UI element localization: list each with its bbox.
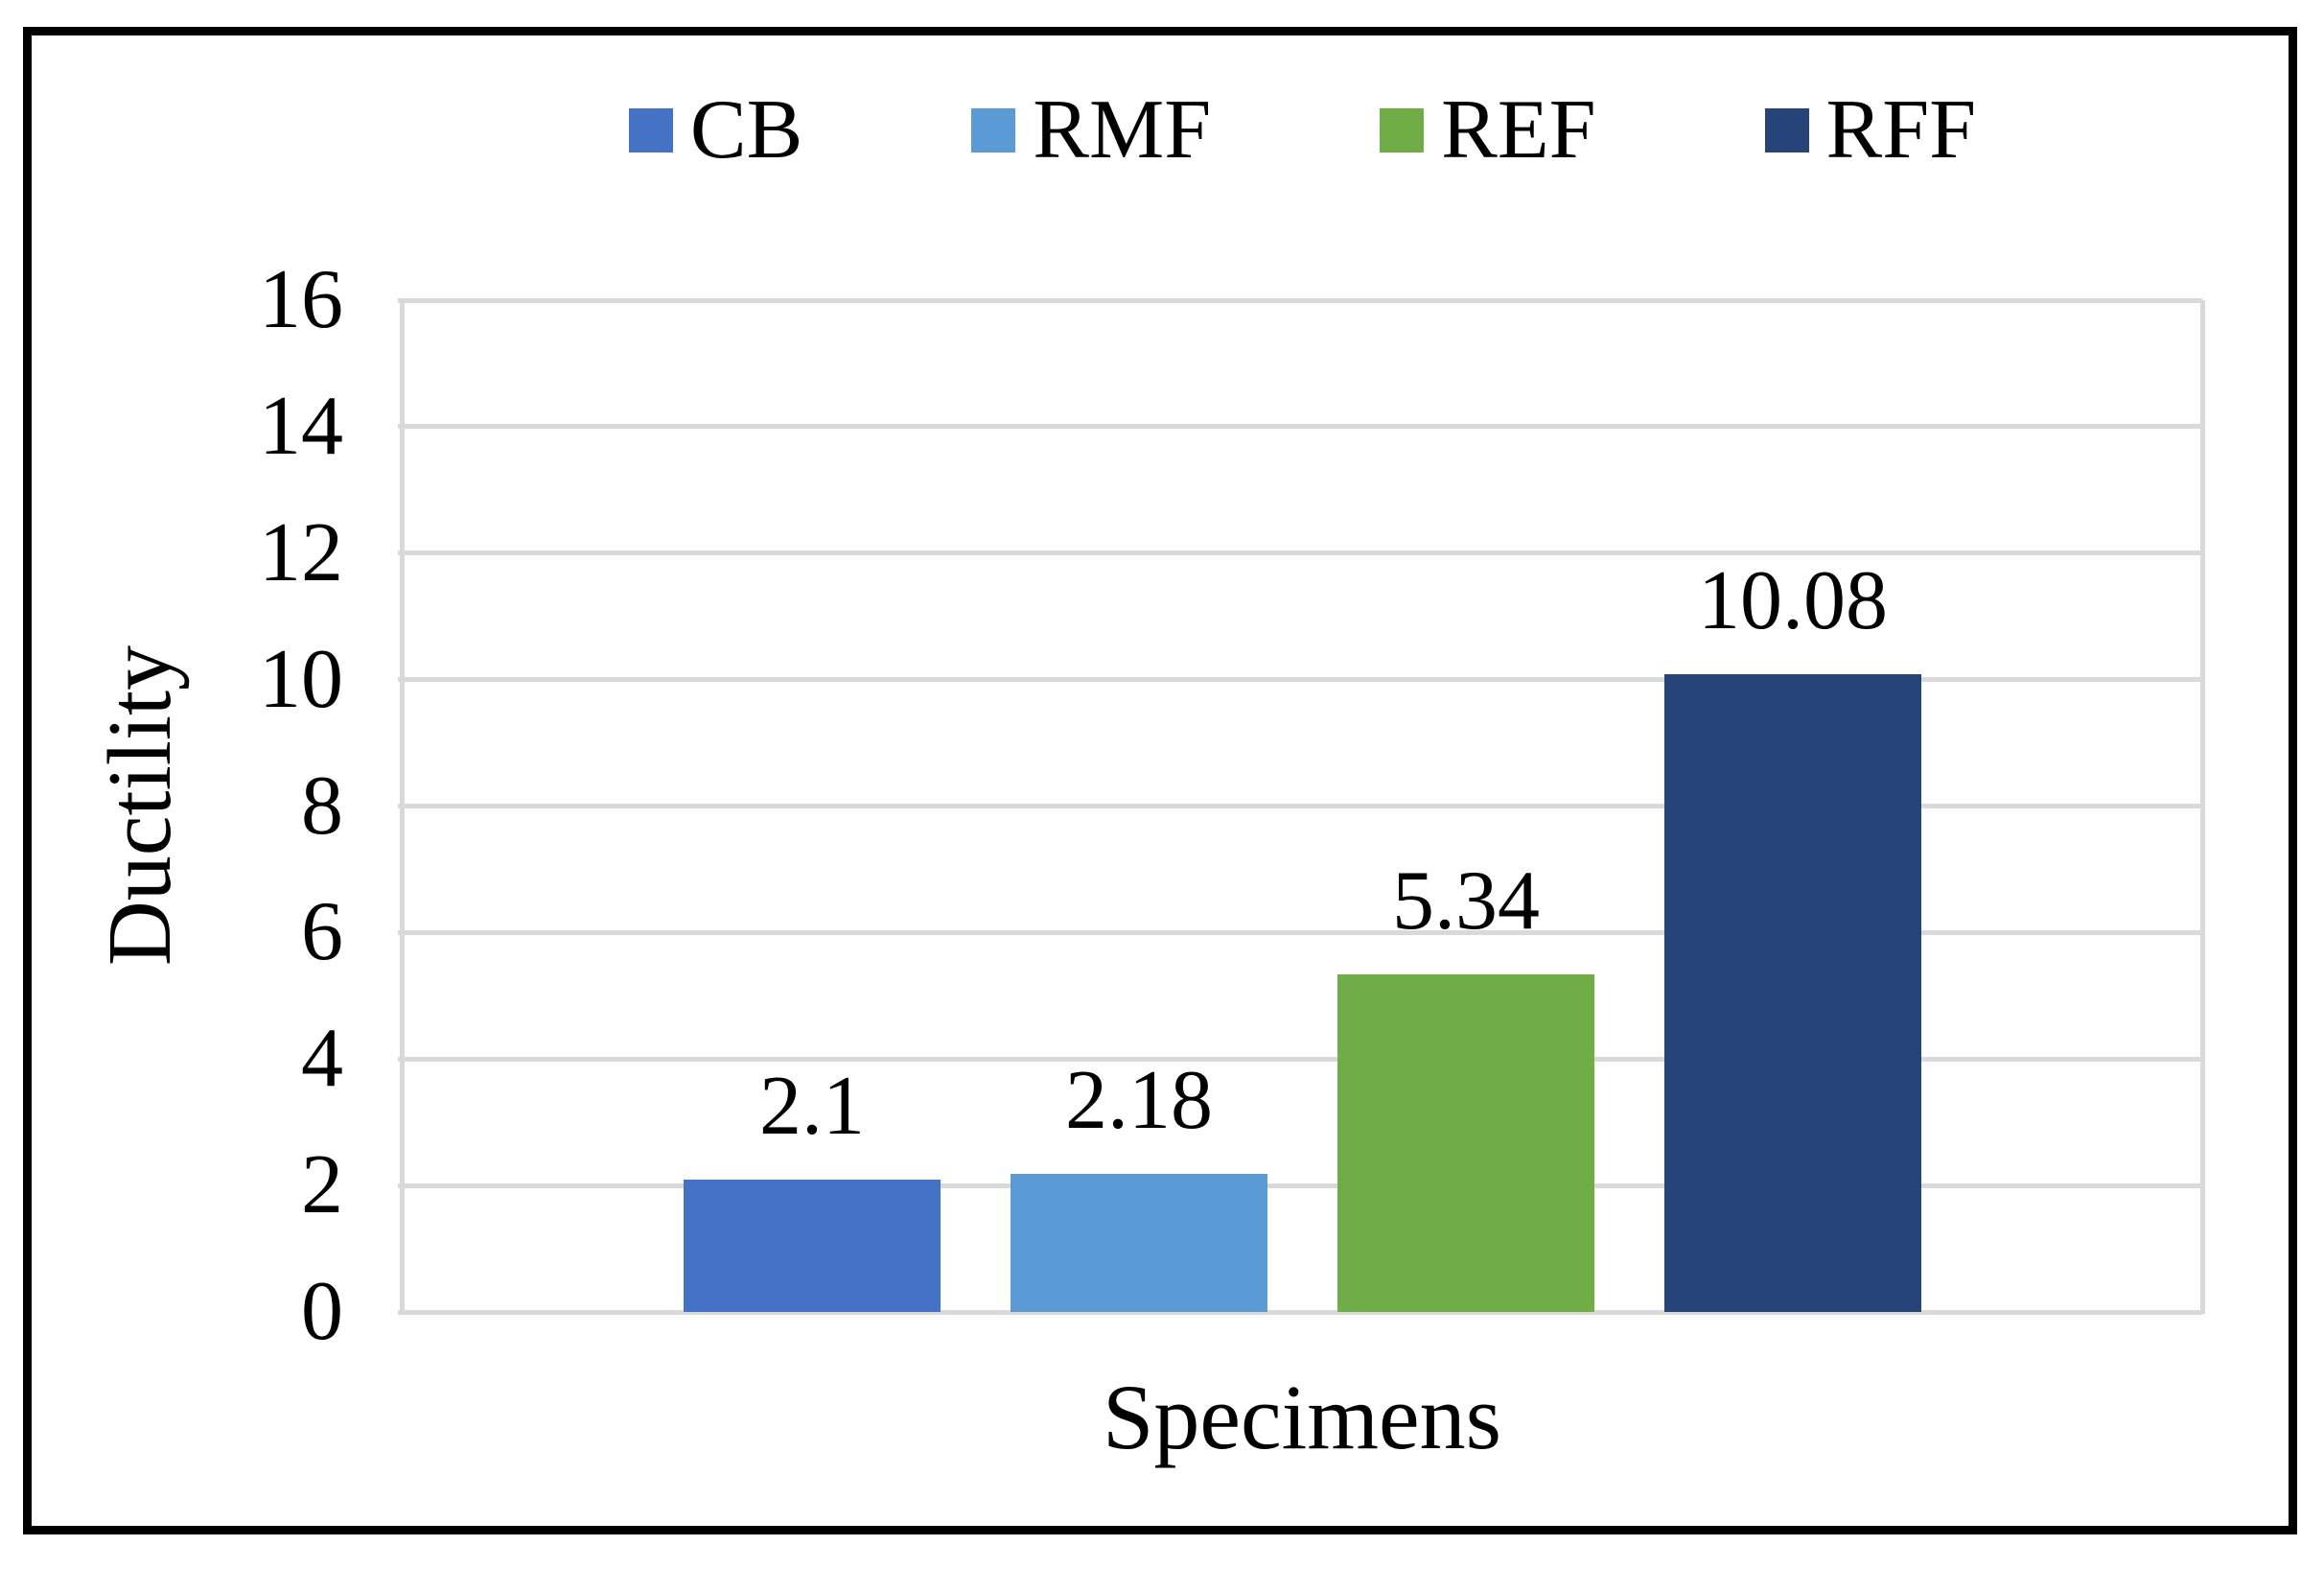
legend-label: RMF	[1033, 83, 1212, 176]
legend-swatch-icon	[628, 108, 673, 152]
legend-label: REF	[1441, 83, 1596, 176]
y-tick-label-10: 10	[259, 632, 343, 726]
y-tick-label-14: 14	[259, 379, 343, 473]
legend-item-ref: REF	[1380, 83, 1596, 176]
legend-swatch-icon	[1764, 108, 1809, 152]
legend-swatch-icon	[971, 108, 1016, 152]
gridline-y12	[398, 550, 2202, 556]
bar-ref	[1337, 973, 1594, 1312]
y-tick-label-8: 8	[301, 759, 343, 853]
gridline-y10	[398, 677, 2202, 683]
y-tick-label-2: 2	[301, 1138, 343, 1232]
legend-item-rmf: RMF	[971, 88, 1211, 173]
left-axis-line	[400, 300, 405, 1314]
plot-area: 2.1 2.18 5.34 10.08	[398, 297, 2205, 1315]
y-tick-label-6: 6	[301, 885, 343, 979]
legend: CB RMF REF RFF	[405, 82, 2200, 178]
data-label-rmf: 2.18	[1065, 1054, 1213, 1148]
gridline-y0	[398, 1309, 2202, 1315]
gridline-y14	[398, 424, 2202, 430]
y-tick-label-16: 16	[259, 253, 343, 346]
gridline-y8	[398, 804, 2202, 808]
legend-label: RFF	[1825, 83, 1977, 176]
y-tick-label-0: 0	[301, 1265, 343, 1358]
gridline-y16	[398, 297, 2202, 303]
bar-rff	[1664, 674, 1921, 1312]
gridline-y6	[398, 929, 2202, 935]
bar-cb	[684, 1179, 941, 1312]
legend-label: CB	[689, 83, 803, 176]
right-axis-line	[2200, 300, 2205, 1314]
data-label-cb: 2.1	[759, 1059, 865, 1153]
y-tick-label-4: 4	[301, 1012, 343, 1106]
gridline-y4	[398, 1056, 2202, 1062]
bar-rmf	[1011, 1174, 1267, 1312]
data-label-rff: 10.08	[1698, 554, 1888, 648]
legend-item-rff: RFF	[1764, 83, 1977, 176]
legend-swatch-icon	[1380, 108, 1425, 152]
data-label-ref: 5.34	[1392, 854, 1540, 948]
y-tick-label-12: 12	[259, 505, 343, 599]
legend-item-cb: CB	[628, 83, 803, 176]
x-axis-title: Specimens	[1103, 1366, 1501, 1468]
gridline-y2	[398, 1183, 2202, 1188]
